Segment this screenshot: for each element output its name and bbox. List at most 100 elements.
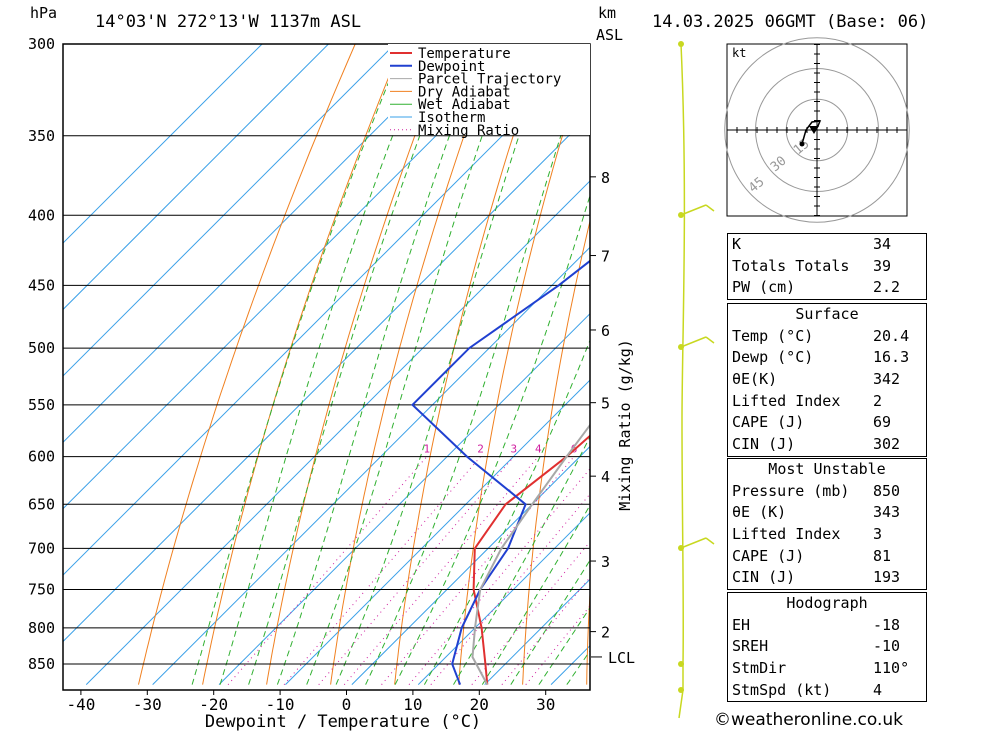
datetime-title: 14.03.2025 06GMT (Base: 06) (652, 12, 929, 32)
legend-label: Parcel Trajectory (418, 72, 561, 88)
dry-adiabat-line (394, 44, 544, 685)
km-label: 3 (601, 553, 610, 571)
wind-profile-line (678, 43, 686, 719)
mixing-ratio-line (430, 493, 590, 685)
pressure-label: 300 (28, 35, 55, 53)
stmspd-label: StmSpd (kt) (732, 680, 832, 699)
wet-adiabat-line (306, 44, 515, 685)
pressure-label: 850 (28, 655, 55, 673)
surface-table: Surface Temp (°C) 20.4 Dewp (°C) 16.3 θE(K… (727, 303, 927, 457)
wind-barb-shaft (680, 336, 707, 348)
x-tick-label: 10 (403, 695, 422, 714)
wet-adiabat-line (423, 339, 590, 685)
parcel-trajectory-line (471, 423, 590, 686)
mu-thetae-label: θE (K) (732, 503, 787, 522)
dry-adiabat-line (944, 44, 971, 685)
wet-adiabat-line (453, 435, 590, 685)
hodograph-table: Hodograph EH -18 SREH -10 StmDir 110° StmSp… (727, 592, 927, 703)
surface-cin-label: CIN (J) (732, 435, 796, 454)
table-row: CIN (J) 193 (728, 567, 926, 589)
mu-li-value: 3 (873, 525, 883, 544)
x-tick-label: 30 (536, 695, 555, 714)
table-row: CAPE (J) 69 (728, 412, 926, 434)
isotherm-line (218, 312, 590, 686)
wind-barb-shaft (680, 204, 707, 216)
hodograph-ring (724, 37, 910, 223)
mixing-ratio-label: 3 (511, 443, 518, 456)
asl-label: ASL (596, 26, 624, 44)
wet-adiabat-line (365, 44, 590, 685)
totals-totals-value: 39 (873, 256, 892, 275)
surface-cin-value: 302 (873, 435, 901, 454)
pressure-label: 700 (28, 539, 55, 557)
mixing-ratio-line (501, 576, 590, 685)
wet-adiabat-line (538, 606, 590, 685)
table-row: θE (K) 343 (728, 502, 926, 524)
lcl-label: LCL (608, 649, 635, 667)
isotherm-line (63, 44, 396, 377)
table-row: Dewp (°C) 16.3 (728, 347, 926, 369)
stmdir-label: StmDir (732, 659, 787, 678)
pressure-label: 750 (28, 580, 55, 598)
pressure-label: 350 (28, 127, 55, 145)
most-unstable-table: Most Unstable Pressure (mb) 850 θE (K) 343… (727, 458, 927, 591)
pressure-label: 450 (28, 276, 55, 294)
isotherm-line (152, 246, 590, 686)
isotherm-line (63, 44, 263, 244)
table-row: Lifted Index 2 (728, 391, 926, 413)
surface-dewp-value: 16.3 (873, 348, 910, 367)
legend-label: Mixing Ratio (418, 123, 519, 139)
dry-adiabat-line (138, 44, 356, 685)
mixing-ratio-axis-label: Mixing Ratio (g/kg) (616, 339, 634, 511)
hpa-label: hPa (30, 4, 58, 22)
table-row: StmSpd (kt) 4 (728, 680, 926, 702)
isotherm-line (63, 44, 529, 510)
hodograph-point (799, 141, 805, 147)
location-title: 14°03'N 272°13'W 1137m ASL (95, 12, 362, 32)
pressure-label: 600 (28, 448, 55, 466)
table-row: StmDir 110° (728, 658, 926, 680)
km-label: 2 (601, 624, 610, 642)
mixing-ratio-label: 4 (535, 443, 542, 456)
pressure-label: 400 (28, 206, 55, 224)
legend-label: Isotherm (418, 110, 485, 126)
mixing-ratio-line (283, 456, 481, 685)
k-index-row: K 34 (728, 234, 926, 256)
wet-adiabat-line (335, 44, 551, 685)
mixing-ratio-label: 2 (477, 443, 484, 456)
mixing-ratio-label: 15 (654, 443, 667, 456)
isotherm-line (85, 180, 590, 686)
wet-adiabat-line (248, 44, 455, 685)
footer-credit[interactable]: ©weatheronline.co.uk (714, 710, 904, 730)
table-row: Temp (°C) 20.4 (728, 326, 926, 348)
sreh-label: SREH (732, 637, 769, 656)
legend-box (388, 44, 590, 135)
km-label: 4 (601, 468, 610, 486)
table-row: θE(K) 342 (728, 369, 926, 391)
x-tick-label: -20 (199, 695, 228, 714)
wet-adiabat-line (191, 44, 405, 685)
x-tick-label: 0 (342, 695, 352, 714)
plot-frame (62, 43, 591, 691)
mixing-ratio-line (227, 456, 428, 685)
mixing-ratio-label: 1 (423, 443, 430, 456)
km-label: 5 (601, 395, 610, 413)
surface-li-label: Lifted Index (732, 391, 841, 410)
mixing-ratio-label: 25 (705, 443, 718, 456)
wind-barb-dot (678, 661, 684, 667)
index-table: K 34 Totals Totals 39 PW (cm) 2.2 (727, 233, 927, 301)
table-row: CAPE (J) 81 (728, 546, 926, 568)
stmspd-value: 4 (873, 680, 883, 699)
hodograph-title: Hodograph (786, 594, 868, 612)
k-index-label: K (732, 235, 742, 253)
km-label: 8 (601, 169, 610, 187)
dry-adiabat-line (522, 219, 590, 685)
table-row: SREH -10 (728, 636, 926, 658)
surface-thetae-value: 342 (873, 370, 901, 389)
stmdir-value: 110° (873, 659, 910, 678)
mixing-ratio-line (318, 456, 515, 685)
pw-value: 2.2 (873, 278, 901, 297)
wind-barb-flag (705, 336, 715, 344)
table-row: EH -18 (728, 615, 926, 637)
